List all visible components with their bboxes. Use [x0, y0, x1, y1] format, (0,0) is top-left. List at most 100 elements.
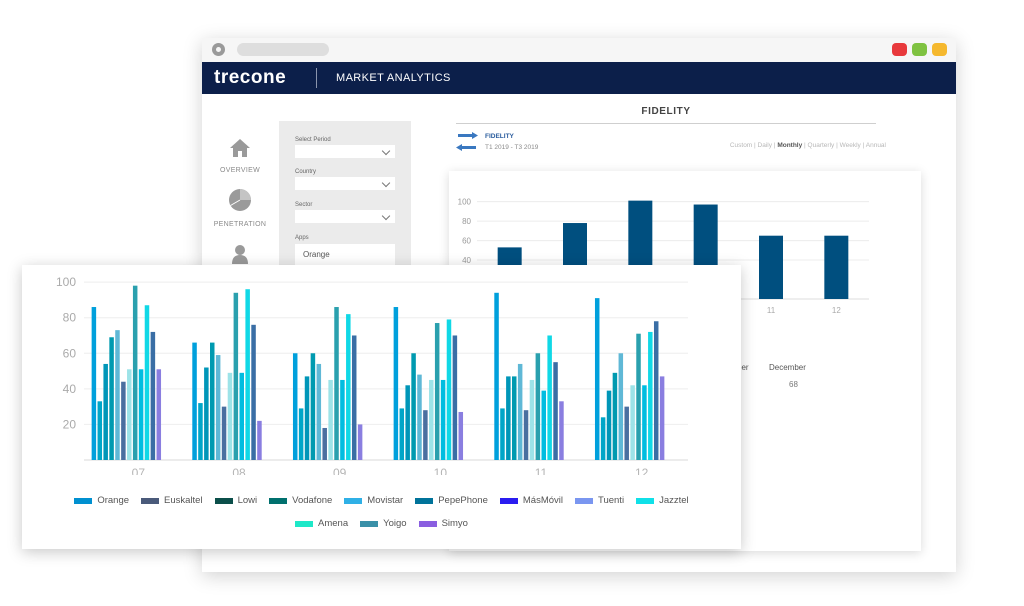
legend-item-simyo[interactable]: Simyo — [418, 518, 468, 529]
bar-orange[interactable] — [91, 307, 97, 460]
bar-amena[interactable] — [346, 314, 351, 460]
sidebar-item-penetration[interactable]: PENETRATION — [210, 188, 270, 228]
bar-másmóvil[interactable] — [227, 372, 233, 460]
bar-lowi[interactable] — [606, 390, 612, 460]
bar-amena[interactable] — [648, 331, 653, 460]
bar-tuenti[interactable] — [434, 323, 440, 460]
bar-jazztel[interactable] — [541, 390, 547, 460]
legend-item-euskaltel[interactable]: Euskaltel — [141, 495, 203, 506]
bar-másmóvil[interactable] — [127, 369, 132, 460]
legend-item-pepephone[interactable]: PepePhone — [415, 495, 488, 506]
apps-select[interactable]: Orange — [295, 244, 395, 266]
close-window-icon[interactable] — [892, 43, 907, 56]
bar-vodafone[interactable] — [411, 353, 416, 460]
bar-vodafone[interactable] — [512, 376, 517, 460]
sidebar-item-users[interactable] — [210, 244, 270, 269]
bar-pepephone[interactable] — [221, 406, 227, 460]
bar-euskaltel[interactable] — [600, 417, 606, 460]
bar-euskaltel[interactable] — [500, 408, 505, 460]
bar-euskaltel[interactable] — [399, 408, 405, 460]
bar-másmóvil[interactable] — [630, 385, 635, 460]
bar-vodafone[interactable] — [612, 372, 618, 460]
bar-jazztel[interactable] — [138, 369, 144, 460]
bar-simyo[interactable] — [659, 376, 665, 460]
legend-item-tuenti[interactable]: Tuenti — [575, 495, 624, 506]
bar-movistar[interactable] — [417, 374, 422, 460]
bar-orange[interactable] — [292, 353, 298, 460]
bar[interactable] — [824, 235, 849, 299]
bar-simyo[interactable] — [257, 420, 262, 460]
bar-yoigo[interactable] — [653, 321, 659, 460]
bar-pepephone[interactable] — [121, 381, 126, 460]
bar-tuenti[interactable] — [132, 285, 138, 460]
bar-yoigo[interactable] — [452, 335, 458, 460]
bar-lowi[interactable] — [204, 367, 209, 461]
bar-euskaltel[interactable] — [198, 403, 203, 460]
granularity-option-annual[interactable]: Annual — [865, 142, 886, 149]
bar-movistar[interactable] — [316, 363, 322, 460]
bar-jazztel[interactable] — [440, 379, 446, 460]
bar-vodafone[interactable] — [210, 342, 215, 460]
legend-item-amena[interactable]: Amena — [295, 518, 348, 529]
bar-euskaltel[interactable] — [298, 408, 304, 460]
bar-jazztel[interactable] — [642, 385, 647, 460]
legend-item-lowi[interactable]: Lowi — [214, 495, 257, 506]
bar-vodafone[interactable] — [109, 337, 114, 460]
bar-movistar[interactable] — [215, 355, 221, 460]
bar-orange[interactable] — [494, 292, 499, 460]
bar-simyo[interactable] — [357, 424, 363, 460]
bar-másmóvil[interactable] — [429, 379, 434, 460]
bar-vodafone[interactable] — [310, 353, 316, 460]
bar-másmóvil[interactable] — [529, 379, 535, 460]
bar-amena[interactable] — [144, 305, 150, 460]
bar-yoigo[interactable] — [351, 335, 357, 460]
arrow-left-icon[interactable] — [456, 144, 476, 151]
bar-másmóvil[interactable] — [328, 379, 333, 460]
bar-simyo[interactable] — [458, 411, 464, 460]
bar-euskaltel[interactable] — [97, 401, 103, 460]
bar-simyo[interactable] — [156, 369, 162, 460]
legend-item-yoigo[interactable]: Yoigo — [360, 518, 407, 529]
bar-jazztel[interactable] — [239, 372, 245, 460]
granularity-option-daily[interactable]: Daily — [757, 142, 772, 149]
bar[interactable] — [759, 235, 783, 299]
trecone-logo[interactable]: trecone — [214, 67, 287, 88]
sidebar-item-overview[interactable]: OVERVIEW — [210, 138, 270, 174]
granularity-option-monthly[interactable]: Monthly — [777, 142, 803, 149]
legend-item-orange[interactable]: Orange — [74, 495, 129, 506]
bar-amena[interactable] — [446, 319, 452, 460]
bar-orange[interactable] — [192, 342, 197, 460]
bar-pepephone[interactable] — [523, 410, 529, 460]
bar-pepephone[interactable] — [322, 427, 327, 460]
bar-yoigo[interactable] — [150, 331, 156, 460]
sector-select[interactable] — [295, 210, 395, 223]
bar-lowi[interactable] — [506, 376, 511, 460]
bar-simyo[interactable] — [559, 401, 564, 460]
period-select[interactable] — [295, 145, 395, 158]
bar-yoigo[interactable] — [251, 324, 256, 460]
bar-tuenti[interactable] — [233, 292, 239, 460]
legend-item-jazztel[interactable]: Jazztel — [636, 495, 689, 506]
bar-tuenti[interactable] — [636, 333, 641, 460]
bar-movistar[interactable] — [517, 363, 523, 460]
settings-icon[interactable] — [212, 43, 225, 56]
bar-amena[interactable] — [245, 289, 250, 460]
bar-orange[interactable] — [393, 307, 399, 460]
bar-lowi[interactable] — [405, 385, 410, 460]
bar-pepephone[interactable] — [423, 410, 428, 460]
address-bar[interactable] — [237, 43, 329, 56]
bar-tuenti[interactable] — [535, 353, 541, 460]
arrow-right-icon[interactable] — [458, 132, 478, 139]
legend-item-movistar[interactable]: Movistar — [344, 495, 403, 506]
minimize-window-icon[interactable] — [932, 43, 947, 56]
bar-amena[interactable] — [547, 335, 552, 460]
bar-movistar[interactable] — [618, 353, 624, 460]
bar-yoigo[interactable] — [553, 362, 558, 460]
legend-item-vodafone[interactable]: Vodafone — [269, 495, 332, 506]
bar-lowi[interactable] — [304, 376, 310, 460]
bar-pepephone[interactable] — [624, 406, 629, 460]
granularity-option-quarterly[interactable]: Quarterly — [807, 142, 835, 149]
country-select[interactable] — [295, 177, 395, 190]
bar-jazztel[interactable] — [340, 379, 345, 460]
bar-movistar[interactable] — [115, 330, 120, 460]
